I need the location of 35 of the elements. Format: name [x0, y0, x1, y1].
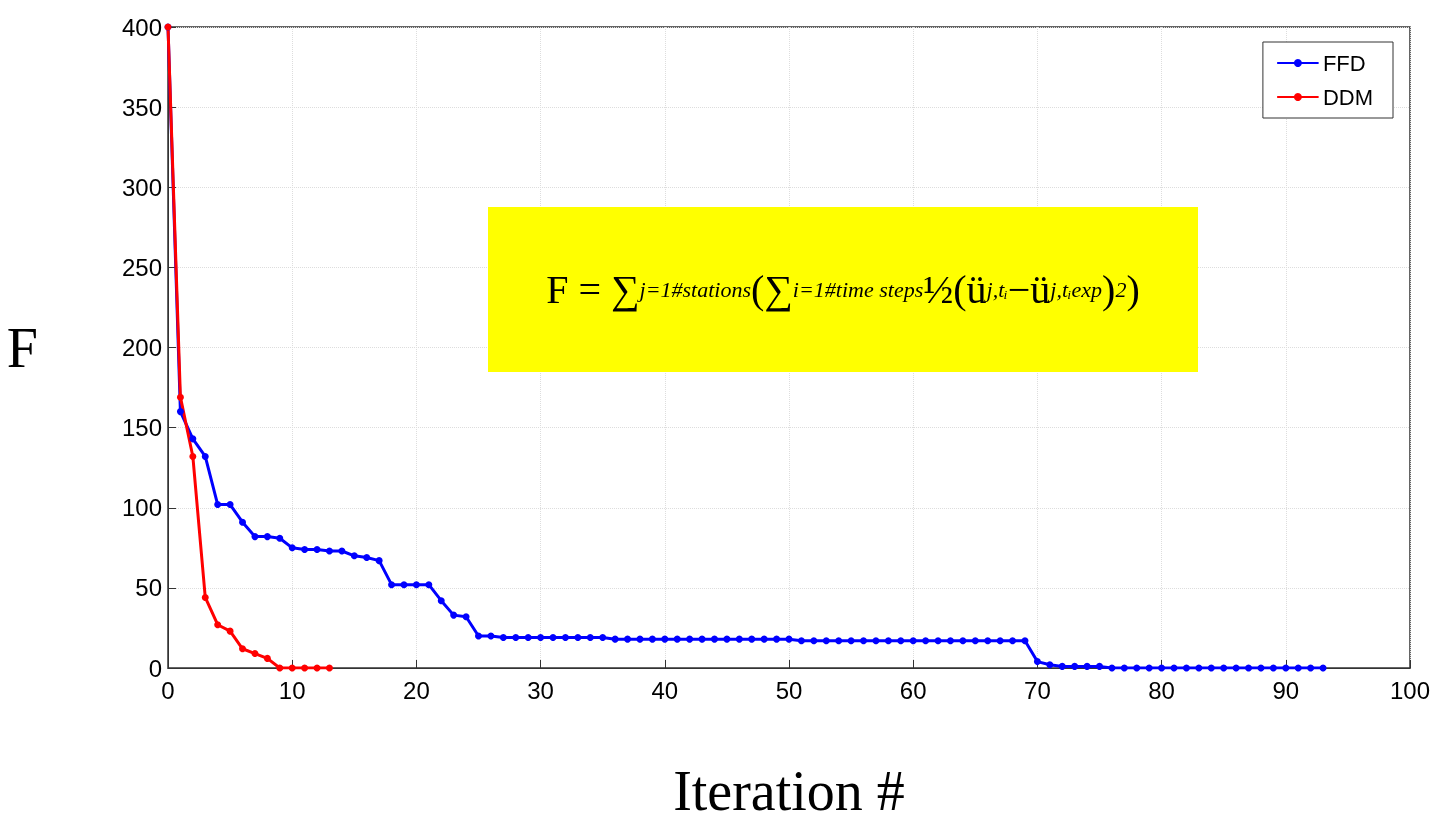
y-tick-label: 350 — [121, 93, 162, 121]
y-tick-label: 100 — [121, 494, 162, 522]
x-tick-label: 40 — [651, 676, 679, 704]
x-tick-label: 30 — [527, 676, 554, 704]
x-tick-label: 90 — [1272, 676, 1300, 704]
x-tick-label: 100 — [1389, 676, 1431, 704]
y-tick-label: 0 — [148, 654, 162, 682]
x-axis-title: Iteration # — [673, 760, 905, 822]
point — [301, 664, 309, 672]
point — [226, 627, 234, 635]
x-tick-label: 60 — [899, 676, 927, 704]
x-tick-label: 70 — [1024, 676, 1051, 704]
y-tick-label: 200 — [121, 334, 162, 361]
x-tick-label: 80 — [1148, 676, 1175, 704]
y-tick-label: 400 — [121, 13, 162, 41]
point — [189, 452, 197, 460]
y-axis-title: F — [6, 316, 38, 379]
x-tick-label: 50 — [775, 676, 803, 704]
point — [176, 393, 184, 401]
y-tick-label: 50 — [135, 574, 162, 602]
x-tick-label: 20 — [403, 676, 430, 704]
point — [276, 664, 284, 672]
point — [288, 664, 296, 672]
y-tick-label: 300 — [121, 173, 162, 201]
point — [201, 593, 209, 601]
legend-label: FFD — [1322, 50, 1366, 76]
point — [239, 645, 247, 653]
legend-label: DDM — [1322, 84, 1374, 110]
y-tick-label: 250 — [121, 253, 162, 281]
point — [325, 664, 333, 672]
point — [263, 654, 271, 662]
point — [214, 621, 222, 629]
x-tick-label: 10 — [278, 676, 306, 704]
point — [251, 650, 259, 658]
y-tick-label: 150 — [121, 414, 162, 442]
